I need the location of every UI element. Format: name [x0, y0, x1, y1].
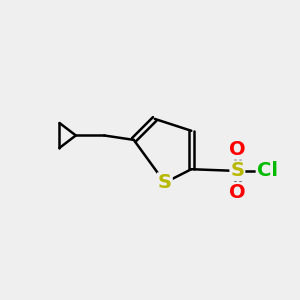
Text: O: O [229, 183, 246, 202]
Text: S: S [158, 173, 172, 192]
Text: S: S [230, 161, 244, 180]
Text: O: O [229, 140, 246, 159]
Text: Cl: Cl [256, 161, 278, 180]
